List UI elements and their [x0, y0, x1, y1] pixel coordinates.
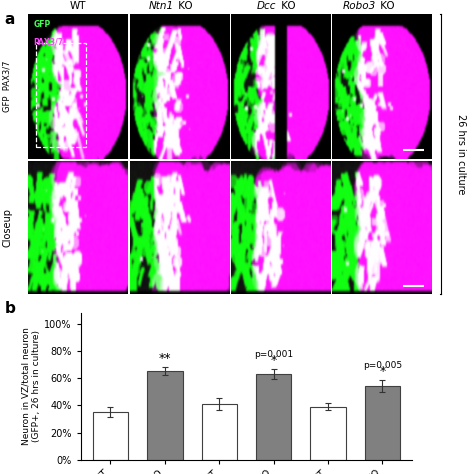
Text: Dcc: Dcc — [257, 1, 277, 11]
Text: b: b — [5, 301, 16, 316]
Text: a: a — [5, 12, 15, 27]
Text: p=0.001: p=0.001 — [254, 350, 293, 359]
Y-axis label: Neuron in VZ/total neuron
(GFP+, 26 hrs in culture): Neuron in VZ/total neuron (GFP+, 26 hrs … — [22, 328, 41, 445]
Bar — [93, 412, 128, 460]
Bar — [365, 386, 400, 460]
Bar — [310, 407, 346, 460]
Text: Closeup: Closeup — [2, 208, 12, 246]
Text: KO: KO — [174, 1, 192, 11]
Text: Ntn1: Ntn1 — [148, 1, 173, 11]
Text: Robo3: Robo3 — [343, 1, 376, 11]
Text: *: * — [379, 365, 385, 378]
Text: **: ** — [159, 352, 171, 365]
Text: 26 hrs in culture: 26 hrs in culture — [456, 114, 466, 194]
Bar — [201, 404, 237, 460]
Bar — [36, 43, 86, 147]
Text: *: * — [271, 354, 277, 367]
Text: p=0.005: p=0.005 — [363, 361, 402, 370]
Text: PAX3/7: PAX3/7 — [34, 37, 64, 46]
Text: GFP: GFP — [34, 20, 51, 29]
Bar — [147, 371, 182, 460]
Text: KO: KO — [377, 1, 394, 11]
Bar — [256, 374, 292, 460]
Text: GFP  PAX3/7: GFP PAX3/7 — [3, 61, 11, 112]
Text: KO: KO — [278, 1, 295, 11]
Text: WT: WT — [70, 1, 87, 11]
